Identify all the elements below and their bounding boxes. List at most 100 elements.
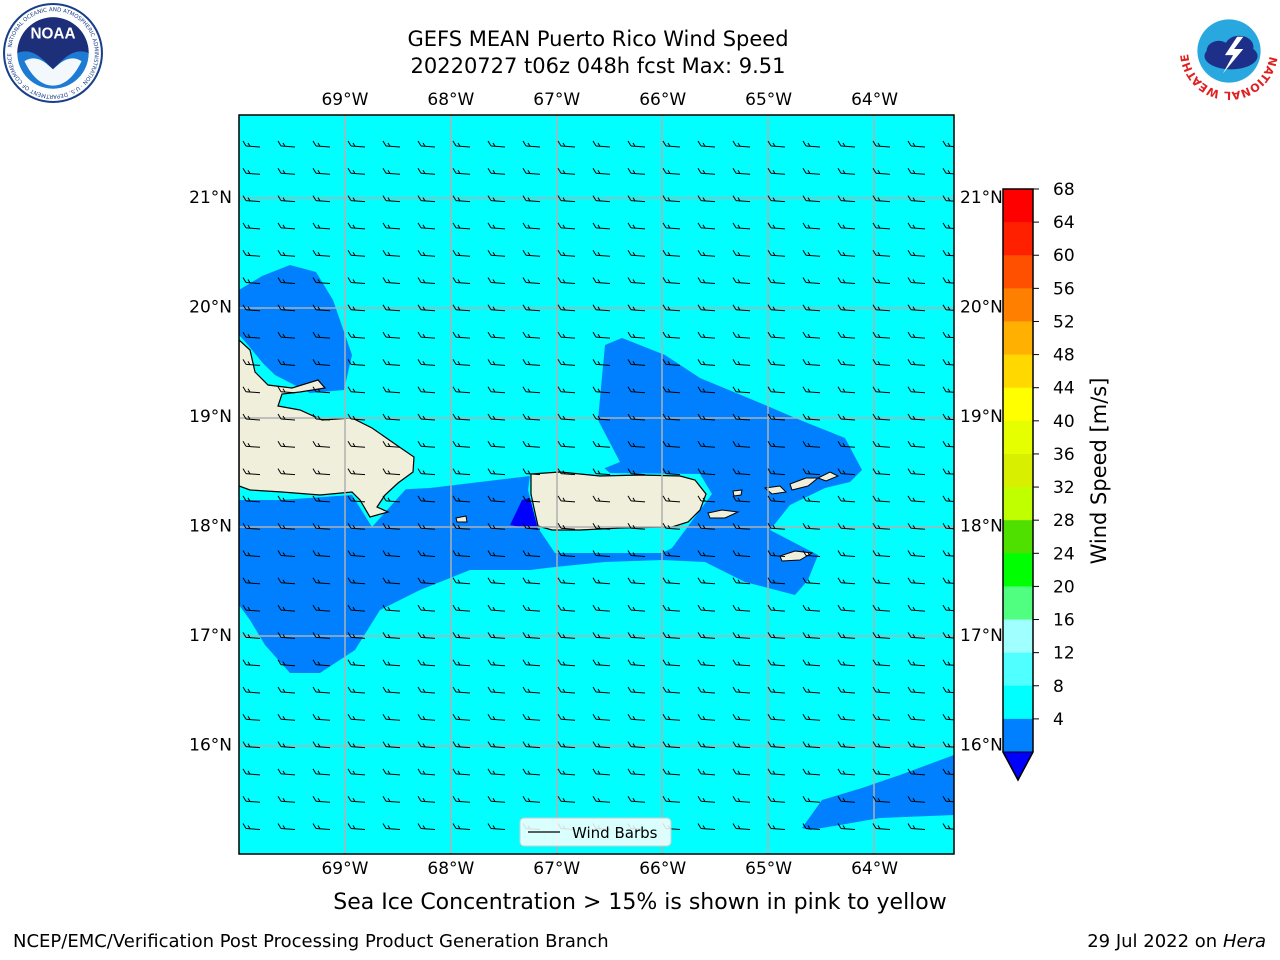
wind-barb (592, 577, 611, 585)
wind-barb (907, 659, 926, 667)
wind-barb (697, 741, 716, 749)
wind-barb (942, 331, 954, 339)
wind-barb (662, 632, 681, 639)
wind-barb (837, 604, 856, 612)
wind-barb (592, 331, 611, 339)
land-hispaniola (239, 339, 415, 518)
wind-barb (522, 604, 541, 612)
wind-barb (872, 331, 891, 339)
wind-barb (522, 331, 541, 339)
colorbar-segment (1003, 520, 1033, 554)
wind-barb (522, 632, 541, 639)
wind-barb (767, 686, 786, 694)
wind-barb (802, 195, 821, 203)
wind-barb (907, 168, 926, 175)
wind-barb (592, 468, 611, 476)
wind-barb (802, 359, 821, 366)
wind-barb (277, 331, 296, 339)
wind-barb (767, 714, 786, 721)
wind-barb (417, 140, 436, 148)
lon-tick-top: 66°W (639, 90, 686, 110)
wind-barb (382, 468, 401, 476)
wind-barb (347, 741, 366, 749)
wind-barb (907, 823, 926, 830)
wind-barb (452, 577, 471, 585)
wind-barb (347, 441, 366, 448)
wind-barb (417, 304, 436, 312)
wind-barb (312, 577, 331, 585)
wind-barb (732, 632, 751, 639)
wind-barb (242, 714, 261, 721)
wind-barb (347, 468, 366, 476)
wind-barb (907, 249, 926, 257)
wind-barb (382, 413, 401, 421)
wind-barb (872, 795, 891, 803)
wind-barb (802, 659, 821, 667)
graticule (239, 115, 954, 854)
wind-barb (697, 686, 716, 694)
wind-barb (452, 550, 471, 557)
wind-barb (872, 495, 891, 503)
wind-barb (732, 359, 751, 366)
wind-barb (242, 277, 261, 284)
wind-barb (802, 386, 821, 394)
colorbar-tick-label: 16 (1053, 611, 1075, 631)
wind-barb (592, 413, 611, 421)
legend-label: Wind Barbs (572, 824, 658, 842)
wind-barb (382, 331, 401, 339)
wind-barb (697, 413, 716, 421)
wind-barb (592, 686, 611, 694)
wind-barb (452, 522, 471, 530)
wind-barb (732, 140, 751, 148)
wind-barb (662, 741, 681, 749)
wind-barb (452, 222, 471, 230)
wind-barb (697, 550, 716, 557)
wind-barb (417, 222, 436, 230)
colorbar-tick-label: 64 (1053, 213, 1075, 233)
wind-barb (557, 140, 576, 148)
wind-barb (487, 304, 506, 312)
wind-barb (522, 686, 541, 694)
wind-barb (942, 222, 954, 229)
wind-barb (942, 277, 954, 284)
wind-barb (487, 413, 506, 421)
lon-tick-top: 67°W (533, 90, 580, 110)
wind-barb (522, 140, 541, 148)
wind-barb (802, 577, 821, 585)
wind-barb (487, 495, 506, 503)
wind-barb (557, 359, 576, 366)
wind-barb (627, 686, 646, 694)
wind-barb (837, 413, 856, 421)
wind-barb (627, 331, 646, 339)
wind-barb (837, 468, 856, 476)
colorbar-segment (1003, 255, 1033, 289)
wind-barb (627, 768, 646, 776)
colorbar-segment (1003, 387, 1033, 422)
wind-barb (417, 659, 436, 667)
wind-barb (767, 577, 786, 585)
wind-barb (277, 140, 296, 148)
wind-barb (452, 277, 471, 284)
wind-barb (277, 686, 296, 694)
wind-barb (627, 495, 646, 503)
wind-barb (487, 604, 506, 612)
wind-barb (907, 522, 926, 530)
wind-barb (382, 386, 401, 394)
wind-barb (872, 714, 891, 721)
wind-barb (627, 550, 646, 557)
wind-barb (557, 413, 576, 421)
wind-barb (837, 823, 856, 830)
wind-barb (382, 495, 401, 503)
wind-barb (452, 140, 471, 148)
wind-barb (872, 686, 891, 694)
wind-barb (837, 140, 856, 148)
wind-barb (907, 195, 926, 203)
wind-barb (312, 495, 331, 503)
land-vieques (707, 509, 740, 519)
wind-barb (592, 304, 611, 312)
wind-barb (522, 495, 541, 503)
wind-barb (627, 577, 646, 585)
wind-barb (417, 522, 436, 530)
lat-tick-right: 21°N (960, 188, 1003, 208)
lat-tick-left: 16°N (189, 736, 232, 756)
